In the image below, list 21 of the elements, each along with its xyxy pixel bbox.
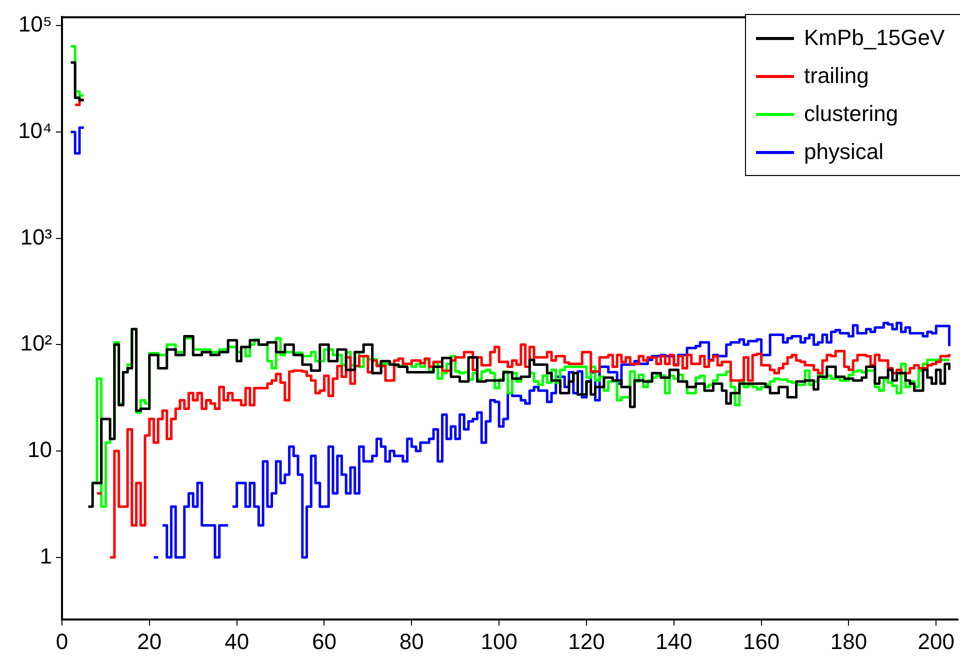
y-tick-label: 1 xyxy=(40,543,52,568)
x-tick-label: 140 xyxy=(656,628,692,654)
x-tick-label: 60 xyxy=(312,628,336,654)
y-tick-label: 10³ xyxy=(20,224,52,250)
y-tick-label: 10 xyxy=(28,437,52,462)
x-tick-label: 120 xyxy=(568,628,605,654)
x-tick-label: 80 xyxy=(399,628,424,654)
legend-label: clustering xyxy=(804,101,898,127)
x-tick-label: 20 xyxy=(137,628,162,654)
x-tick-label: 0 xyxy=(56,628,68,654)
legend-label: physical xyxy=(804,139,884,165)
x-tick-label: 180 xyxy=(830,628,868,654)
y-tick-label: 10⁴ xyxy=(18,118,52,144)
x-tick-label: 200 xyxy=(918,628,955,654)
y-tick-label: 10² xyxy=(20,330,52,356)
x-tick-label: 40 xyxy=(224,628,250,654)
legend-label: KmPb_15GeV xyxy=(804,25,945,51)
legend-label: trailing xyxy=(804,63,869,89)
x-tick-label: 160 xyxy=(742,628,780,654)
x-tick-label: 100 xyxy=(480,628,518,654)
y-tick-label: 10⁵ xyxy=(18,12,52,37)
